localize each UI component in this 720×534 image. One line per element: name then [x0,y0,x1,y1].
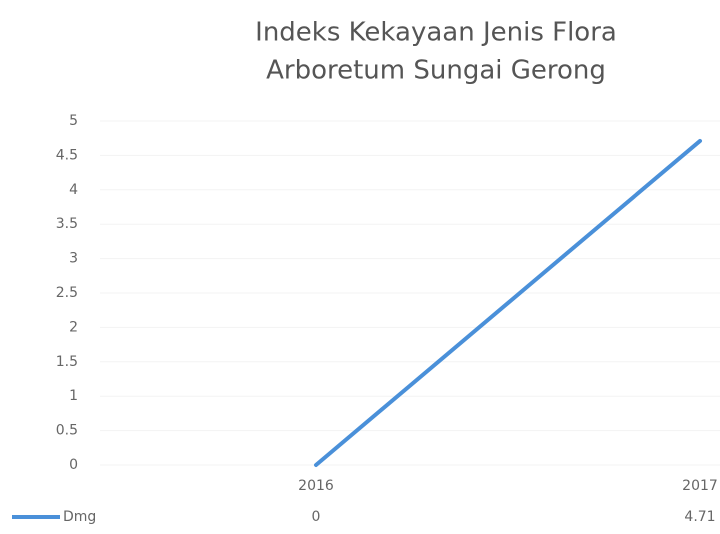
y-tick-label: 3.5 [56,216,78,232]
y-tick-label: 5 [69,113,78,129]
y-tick-label: 0.5 [56,423,78,439]
line [314,138,702,467]
chart-title: Arboretum Sungai Gerong [266,56,606,86]
legend-label: Dmg [63,509,96,525]
table-value: 4.71 [684,509,715,525]
table-value: 0 [312,509,321,525]
y-tick-label: 3 [69,251,78,267]
y-tick-label: 2 [69,319,78,335]
y-tick-label: 4 [69,182,78,198]
x-tick-label: 2016 [298,478,334,494]
y-tick-label: 1 [69,388,78,404]
y-tick-label: 0 [69,457,78,473]
y-tick-label: 4.5 [56,147,78,163]
x-tick-label: 2017 [682,478,718,494]
y-tick-label: 2.5 [56,285,78,301]
chart-title: Indeks Kekayaan Jenis Flora [255,18,617,48]
y-tick-label: 1.5 [56,354,78,370]
